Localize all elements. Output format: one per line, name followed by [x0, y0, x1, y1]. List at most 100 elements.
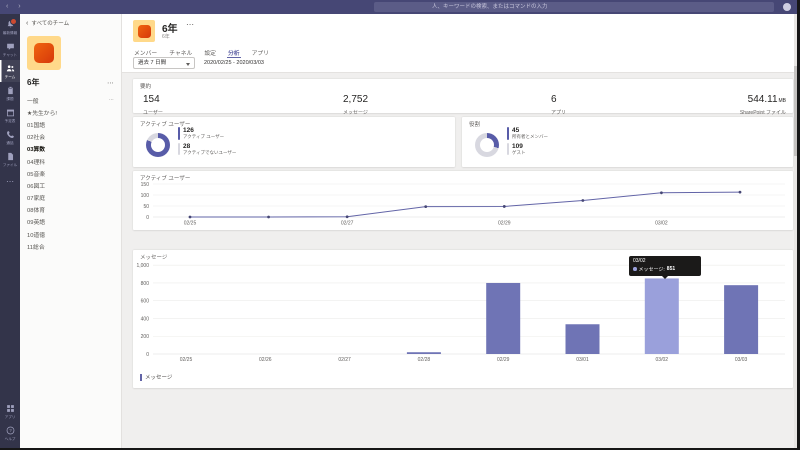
channel-item[interactable]: 06図工 — [20, 179, 121, 191]
line-point-03/03[interactable] — [738, 190, 742, 194]
rail-item-予定表[interactable]: 予定表 — [0, 104, 20, 126]
bar-02/29[interactable] — [486, 282, 521, 354]
stat-marker — [507, 142, 509, 155]
rail-item-最新情報[interactable]: 最新情報 — [0, 16, 20, 38]
svg-text:100: 100 — [141, 193, 150, 199]
channel-item[interactable]: 02社会 — [20, 131, 121, 143]
header-team-avatar — [133, 20, 155, 42]
tab-1[interactable]: チャネル — [169, 51, 193, 57]
bar-03/03[interactable] — [724, 285, 759, 354]
main-area: 6年 ⋯ 6年 メンバー チャネル 設定 分析 アプリ 過去 7 日間 2020/02/… — [122, 14, 797, 448]
line-point-02/25[interactable] — [188, 215, 192, 219]
channel-options-icon[interactable]: ⋯ — [109, 97, 114, 104]
channel-item[interactable]: 07家庭 — [20, 192, 121, 204]
rail-item-チャット[interactable]: チャット — [0, 38, 20, 60]
channel-item[interactable]: 03算数 — [20, 143, 121, 155]
back-to-all-teams[interactable]: すべてのチーム — [20, 14, 121, 27]
channel-item[interactable]: ★先生から! — [20, 106, 121, 118]
team-options-icon[interactable]: ⋯ — [107, 79, 114, 87]
channel-item[interactable]: 04理科 — [20, 155, 121, 167]
scrollbar[interactable] — [794, 14, 797, 448]
svg-text:200: 200 — [141, 334, 150, 340]
stat-value: 6 — [551, 94, 557, 105]
nav-back-forward-icons[interactable]: ‹ › — [6, 3, 25, 10]
line-point-03/01[interactable] — [581, 199, 585, 202]
tab-2[interactable]: 設定 — [204, 51, 216, 57]
period-filter-dropdown[interactable]: 過去 7 日間 — [133, 57, 195, 69]
rail-item-label: ヘルプ — [4, 435, 16, 441]
rail-item-ヘルプ[interactable]: ? ヘルプ — [0, 422, 20, 444]
tooltip-date: 03/02 — [633, 258, 646, 264]
search-input[interactable]: 人、キーワードの検索、またはコマンドの入力 — [374, 2, 774, 12]
tab-3[interactable]: 分析 — [226, 45, 241, 58]
calendar-icon — [6, 108, 15, 117]
channel-name: 09英語 — [27, 220, 46, 227]
page-title: 6年 — [162, 24, 178, 35]
bar-02/28[interactable] — [406, 352, 441, 354]
channel-name: ★先生から! — [27, 110, 57, 117]
window-edge-right — [797, 0, 800, 450]
svg-text:03/02: 03/02 — [655, 221, 668, 227]
channel-item[interactable]: 08体育 — [20, 204, 121, 216]
team-avatar-icon — [34, 43, 54, 63]
tab-4[interactable]: アプリ — [251, 51, 269, 57]
user-avatar[interactable] — [783, 3, 791, 11]
calls-icon — [6, 130, 15, 139]
donut-stat: 28 アクティブでないユーザー — [178, 142, 236, 155]
rail-item-課題[interactable]: 課題 — [0, 82, 20, 104]
svg-text:03/03: 03/03 — [735, 357, 748, 363]
bar-03/01[interactable] — [565, 324, 600, 354]
summary-stat: 2,752 メッセージ — [343, 89, 368, 116]
summary-card: 要約 154 ユーザー 2,752 メッセージ 6 アプリ 544.11MB SharePoi… — [133, 79, 793, 116]
scrollbar-thumb[interactable] — [794, 66, 797, 156]
line-point-02/29[interactable] — [502, 205, 506, 208]
line-point-02/27[interactable] — [345, 215, 349, 219]
summary-stat: 154 ユーザー — [143, 89, 163, 116]
rail-item-通話[interactable]: 通話 — [0, 126, 20, 148]
svg-text:02/27: 02/27 — [338, 357, 351, 363]
channel-item[interactable]: 05音楽 — [20, 167, 121, 179]
stat-value: 126 — [183, 127, 194, 134]
active-users-stats: 126 アクティブ ユーザー 28 アクティブでないユーザー — [178, 127, 236, 158]
period-filter-value: 過去 7 日間 — [138, 60, 167, 66]
apps-icon — [6, 404, 15, 413]
header-more-icon[interactable]: ⋯ — [186, 20, 194, 29]
stat-label: メッセージ — [343, 109, 368, 116]
assignments-icon — [6, 86, 15, 95]
rail-item-label: チャット — [2, 51, 18, 57]
rail-item-チーム[interactable]: チーム — [0, 60, 20, 82]
svg-text:1,000: 1,000 — [136, 263, 149, 269]
bar-03/02[interactable] — [644, 278, 679, 354]
panel-team-name: 6年 — [27, 78, 40, 87]
stat-label: アプリ — [551, 109, 567, 116]
stat-label: アクティブ ユーザー — [183, 134, 225, 139]
active-users-card-title: アクティブ ユーザー — [140, 122, 191, 128]
channel-item[interactable]: 10道徳 — [20, 228, 121, 240]
app-rail-bottom-items: アプリ? ヘルプ — [0, 400, 20, 448]
rail-item-label: 最新情報 — [2, 29, 18, 35]
stat-marker — [178, 127, 180, 140]
channel-item[interactable]: 09英語 — [20, 216, 121, 228]
rail-item-label: ファイル — [2, 161, 18, 167]
svg-text:0: 0 — [146, 215, 149, 221]
channel-item[interactable]: 01国語 — [20, 118, 121, 130]
channel-item[interactable]: 11総合 — [20, 240, 121, 252]
rail-item-more[interactable]: ⋯ — [0, 170, 20, 192]
line-point-02/26[interactable] — [267, 215, 270, 219]
svg-text:03/01: 03/01 — [576, 357, 589, 363]
line-point-02/28[interactable] — [424, 205, 428, 209]
stat-marker — [178, 142, 180, 155]
stat-value: 28 — [183, 142, 191, 150]
channel-item[interactable]: 一般 ⋯ — [20, 94, 121, 106]
roles-card: 役割 45 所有者とメンバー 109 ゲスト — [462, 117, 793, 167]
stat-value: 154 — [143, 94, 160, 105]
team-avatar[interactable] — [27, 36, 61, 70]
line-point-03/02[interactable] — [660, 191, 663, 195]
tab-0[interactable]: メンバー — [134, 51, 158, 57]
rail-item-ファイル[interactable]: ファイル — [0, 148, 20, 170]
summary-card-title: 要約 — [140, 84, 152, 90]
teams-icon — [6, 64, 15, 73]
help-icon: ? — [6, 426, 15, 435]
rail-item-アプリ[interactable]: アプリ — [0, 400, 20, 422]
tab-bar: メンバー チャネル 設定 分析 アプリ — [133, 45, 270, 58]
